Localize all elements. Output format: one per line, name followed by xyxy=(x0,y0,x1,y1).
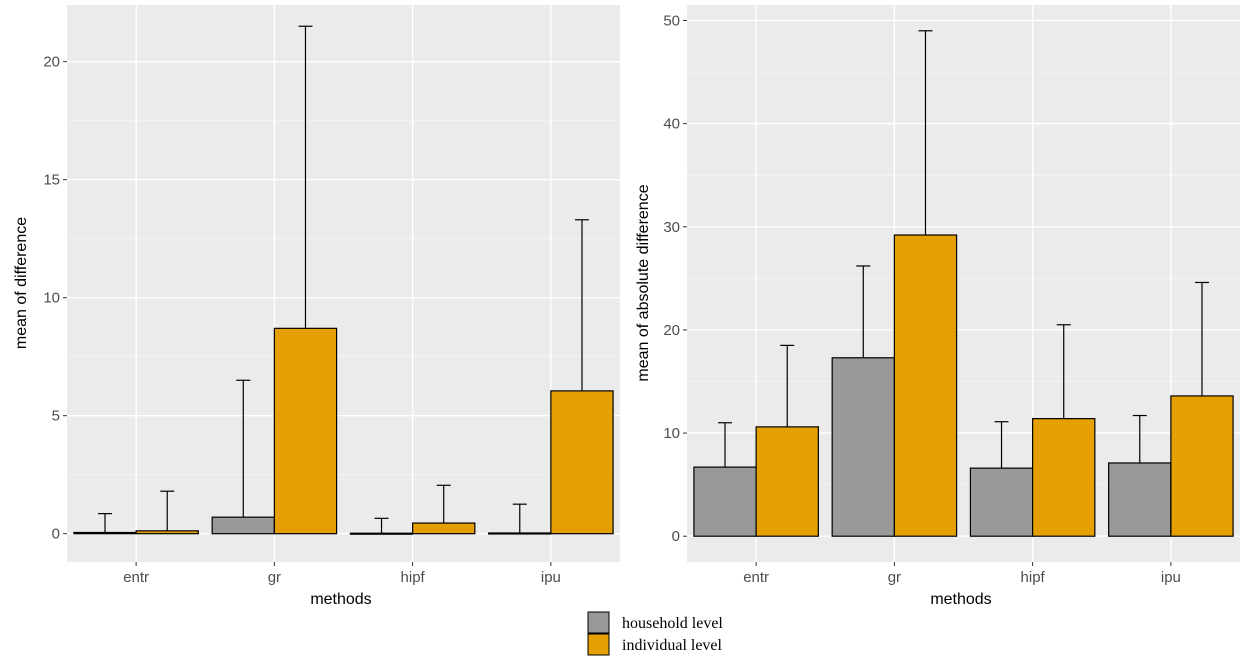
bar-household-level-gr xyxy=(831,357,895,537)
y-tick-label: 20 xyxy=(663,322,680,339)
y-axis-title-left: mean of difference xyxy=(13,217,30,349)
y-tick-label: 20 xyxy=(43,54,60,71)
legend-key-individual xyxy=(587,633,610,656)
y-tick-label: 50 xyxy=(663,12,680,29)
bar-household-level-gr xyxy=(211,516,275,535)
x-tick-label: ipu xyxy=(1161,569,1181,586)
x-tick-label: hipf xyxy=(1021,569,1046,586)
bar-individual-level-gr xyxy=(893,234,958,537)
plot-background xyxy=(67,5,620,562)
bar-individual-level-entr xyxy=(755,426,819,537)
y-tick-label: 10 xyxy=(43,290,60,307)
bar-household-level-hipf xyxy=(349,532,414,535)
x-tick-label: entr xyxy=(123,569,149,586)
chart-panel-left: 0 5 10 15 20 entr gr hipf ipu xyxy=(43,5,620,586)
bar-individual-level-hipf xyxy=(412,522,476,535)
x-tick-label: gr xyxy=(268,569,281,586)
y-tick-label: 30 xyxy=(663,219,680,236)
bar-individual-level-ipu xyxy=(550,390,614,535)
bar-household-level-hipf xyxy=(969,467,1034,537)
x-tick-label: entr xyxy=(743,569,769,586)
x-tick-label: ipu xyxy=(541,569,561,586)
bar-household-level-ipu xyxy=(1108,462,1172,537)
y-tick-label: 5 xyxy=(52,408,60,425)
y-tick-label: 0 xyxy=(672,528,680,545)
legend-label-individual: individual level xyxy=(622,637,723,654)
legend-key-household xyxy=(587,611,610,634)
y-tick-label: 0 xyxy=(52,526,60,543)
bar-household-level-entr xyxy=(73,531,137,535)
legend-label-household: household level xyxy=(622,615,723,632)
x-axis-title-right: methods xyxy=(930,591,991,608)
y-tick-label: 15 xyxy=(43,172,60,189)
bar-individual-level-entr xyxy=(135,530,199,535)
y-tick-label: 10 xyxy=(663,425,680,442)
bar-individual-level-gr xyxy=(273,327,338,535)
bar-household-level-ipu xyxy=(488,532,552,535)
bar-household-level-entr xyxy=(693,466,757,537)
y-tick-label: 40 xyxy=(663,116,680,133)
chart-panel-right: 0 10 20 30 40 50 entr gr hipf ipu xyxy=(663,5,1240,586)
bar-individual-level-hipf xyxy=(1032,418,1096,537)
legend: household level individual level xyxy=(587,611,723,656)
x-tick-label: hipf xyxy=(401,569,426,586)
y-axis-title-right: mean of absolute difference xyxy=(635,184,652,381)
x-axis-title-left: methods xyxy=(310,591,371,608)
bar-individual-level-ipu xyxy=(1170,395,1234,537)
x-tick-label: gr xyxy=(888,569,901,586)
